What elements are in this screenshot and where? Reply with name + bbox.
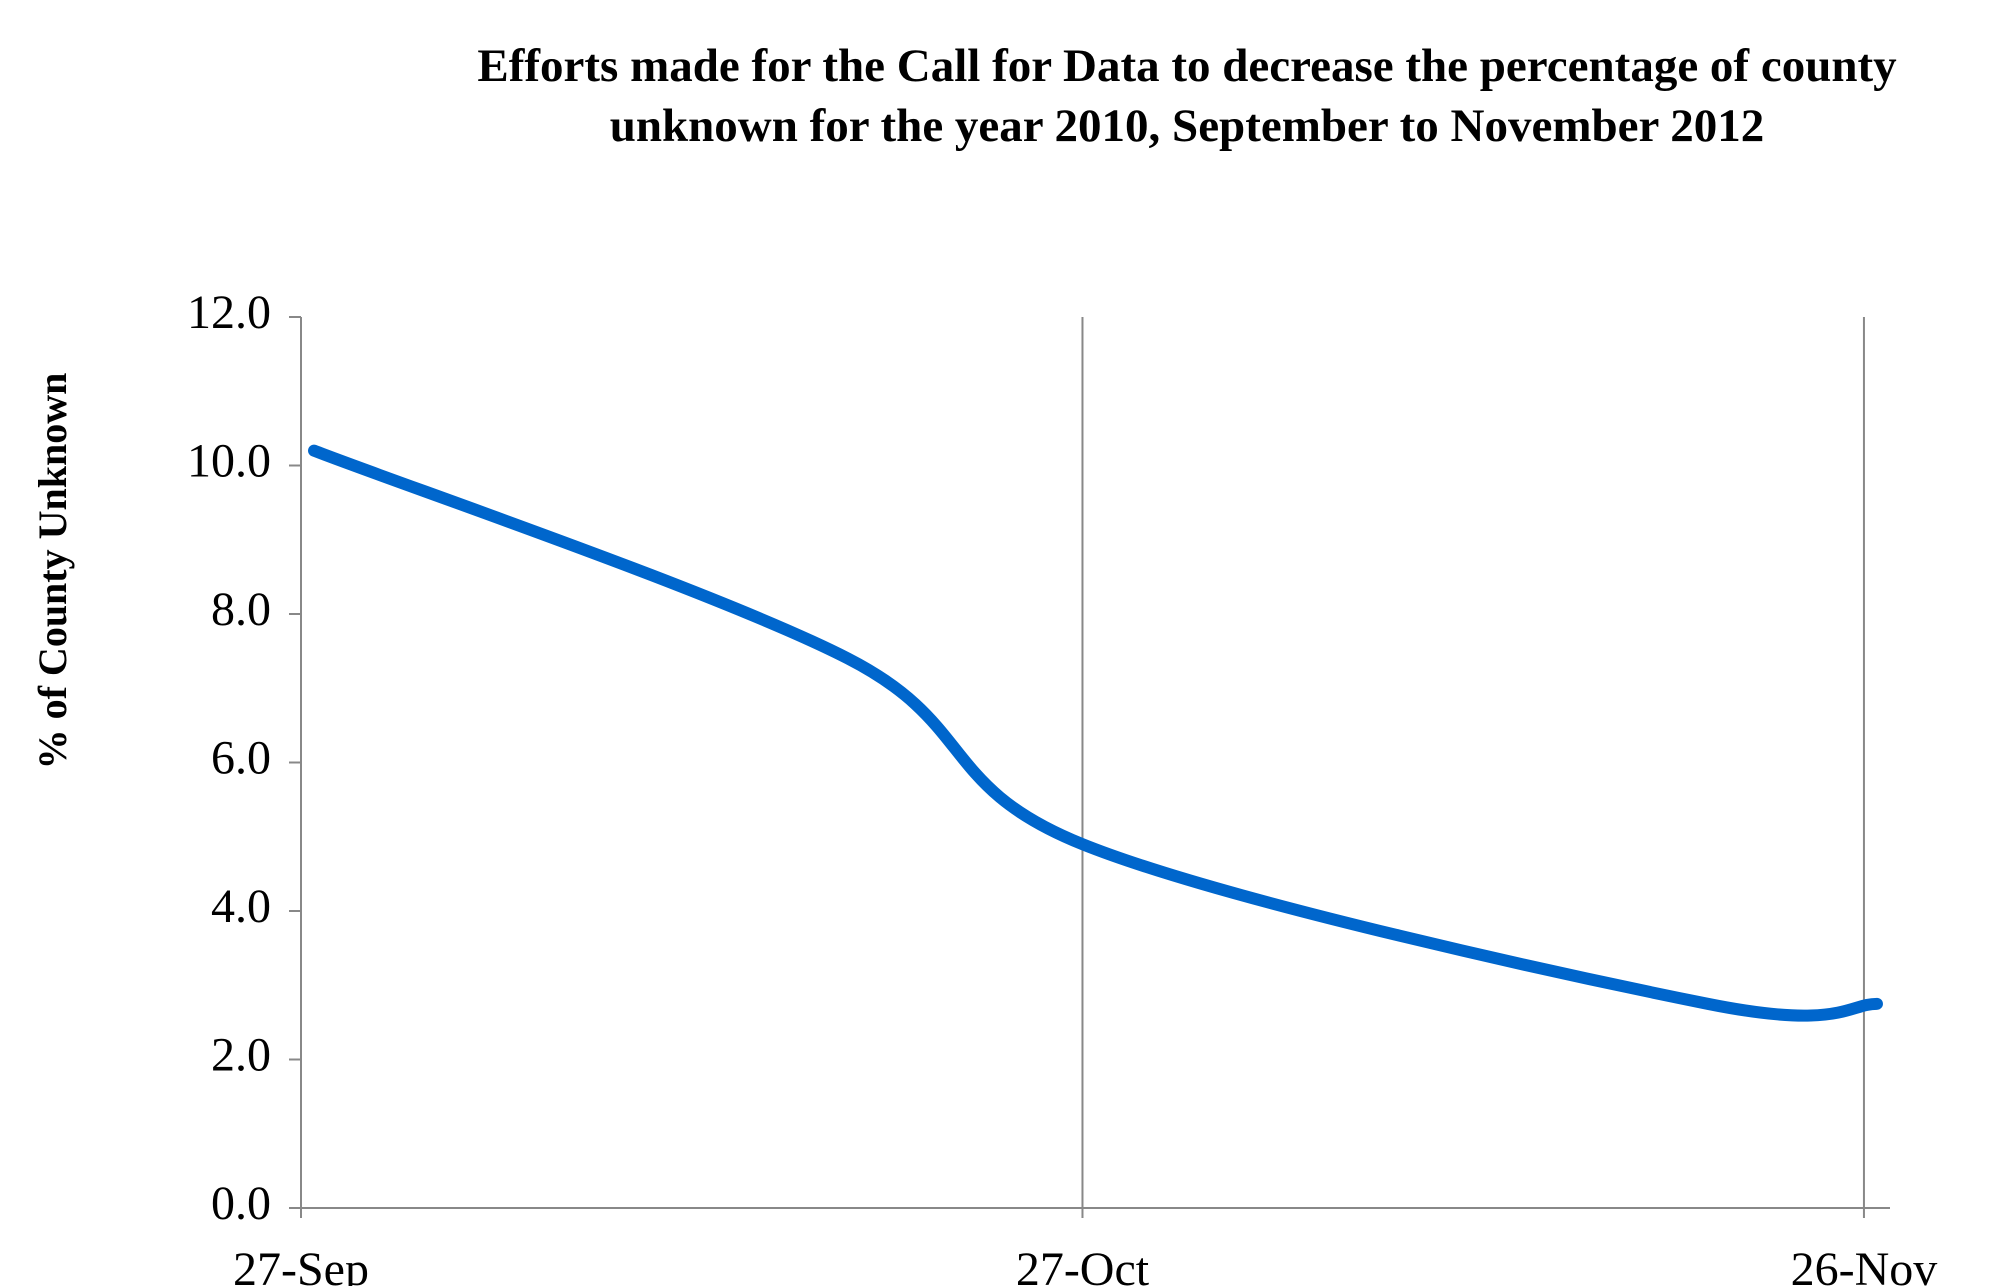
x-tick-label: 26-Nov: [1791, 1243, 1938, 1286]
chart-title: Efforts made for the Call for Data to de…: [477, 40, 1897, 92]
y-tick-label: 8.0: [211, 583, 271, 636]
y-tick-label: 10.0: [187, 435, 271, 488]
y-tick-label: 6.0: [211, 732, 271, 785]
y-tick-label: 4.0: [211, 880, 271, 933]
line-series: [308, 444, 1883, 1022]
y-tick-label: 2.0: [211, 1029, 271, 1082]
y-tick-label: 0.0: [211, 1177, 271, 1230]
x-tick-label: 27-Sep: [233, 1243, 369, 1286]
y-axis-label: % of County Unknown: [30, 373, 75, 770]
x-tick-label: 27-Oct: [1016, 1243, 1150, 1286]
y-tick-label: 12.0: [187, 286, 271, 339]
chart-title: unknown for the year 2010, September to …: [610, 100, 1765, 152]
